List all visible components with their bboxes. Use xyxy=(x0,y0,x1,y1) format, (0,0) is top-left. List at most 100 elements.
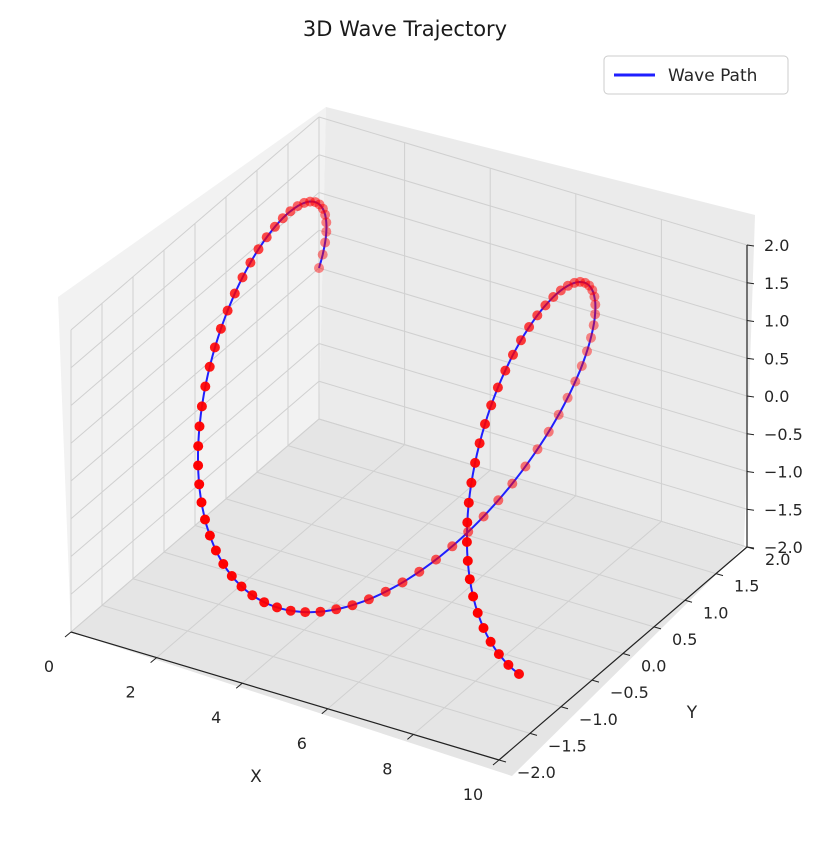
tick-labels: 0246810−2.0−1.5−1.0−0.50.00.51.01.52.0−2… xyxy=(44,236,803,804)
data-point xyxy=(245,257,256,268)
wave-path-line xyxy=(197,200,597,675)
grid-line xyxy=(132,578,562,708)
z-tick-label: −0.5 xyxy=(764,425,803,444)
data-point xyxy=(480,419,490,429)
data-point xyxy=(462,555,473,566)
data-point xyxy=(500,365,511,376)
data-point xyxy=(292,201,303,212)
y-tick xyxy=(560,706,569,710)
z-tick xyxy=(746,244,755,247)
data-point xyxy=(492,382,503,393)
data-point xyxy=(193,460,204,471)
pane-left xyxy=(58,107,326,632)
data-point xyxy=(588,320,599,331)
data-point xyxy=(463,497,474,508)
data-point xyxy=(520,461,531,472)
grid-line xyxy=(287,445,717,575)
data-point xyxy=(447,541,458,552)
y-tick xyxy=(684,599,693,603)
z-tick-label: 1.5 xyxy=(764,274,789,293)
data-point xyxy=(196,401,207,412)
z-tick xyxy=(746,395,755,398)
data-point xyxy=(590,299,601,310)
y-tick xyxy=(622,653,631,656)
data-point xyxy=(204,361,215,372)
z-tick-label: 2.0 xyxy=(764,236,789,255)
z-tick-label: 1.0 xyxy=(764,312,789,331)
data-point xyxy=(314,263,324,273)
grid-line xyxy=(318,267,748,397)
data-point xyxy=(331,604,342,615)
data-point xyxy=(503,659,514,670)
x-tick-label: 6 xyxy=(297,734,307,753)
data-series xyxy=(193,196,601,679)
data-point xyxy=(321,217,332,228)
z-tick xyxy=(746,357,755,360)
grid-line xyxy=(318,380,748,510)
z-tick xyxy=(746,471,755,473)
data-point xyxy=(269,221,280,232)
data-point xyxy=(253,244,264,255)
data-point xyxy=(285,605,296,616)
data-point xyxy=(586,332,596,343)
data-point xyxy=(229,288,240,299)
data-point xyxy=(514,669,524,679)
data-point xyxy=(562,392,573,403)
data-point xyxy=(315,606,326,617)
z-tick-label: −1.5 xyxy=(764,500,803,519)
x-axis-label: X xyxy=(250,767,262,787)
data-point xyxy=(548,292,559,302)
y-tick xyxy=(653,626,662,630)
data-point xyxy=(236,581,247,592)
y-tick-label: 0.0 xyxy=(641,657,666,676)
y-axis-label: Y xyxy=(686,703,698,723)
data-point xyxy=(320,237,331,248)
data-point xyxy=(380,586,391,597)
pane-floor xyxy=(71,419,744,776)
y-tick xyxy=(715,573,724,577)
x-tick xyxy=(492,759,500,766)
data-point xyxy=(493,495,504,506)
y-tick-label: 1.5 xyxy=(734,577,759,596)
data-point xyxy=(462,517,473,528)
data-point xyxy=(543,426,554,437)
y-tick-label: −0.5 xyxy=(610,683,649,702)
z-tick-label: −2.0 xyxy=(764,538,803,557)
data-point xyxy=(193,441,204,452)
data-point xyxy=(247,590,258,601)
x-tick-label: 8 xyxy=(382,759,392,778)
data-point xyxy=(463,526,474,537)
data-point xyxy=(363,594,374,605)
data-point xyxy=(194,421,205,432)
data-point xyxy=(204,530,215,541)
data-point xyxy=(486,400,497,411)
grid-lines xyxy=(70,116,748,761)
grid-line xyxy=(70,229,320,444)
y-tick xyxy=(529,732,538,736)
data-point xyxy=(200,514,210,525)
data-point xyxy=(317,249,328,260)
chart-title: 3D Wave Trajectory xyxy=(303,17,507,41)
legend-entry-wave-path: Wave Path xyxy=(668,66,757,86)
data-point xyxy=(261,232,272,243)
data-point xyxy=(300,607,311,618)
data-point xyxy=(397,577,408,588)
grid-line xyxy=(70,116,320,331)
data-point xyxy=(466,477,477,488)
data-point xyxy=(553,409,564,420)
data-point xyxy=(493,649,504,660)
data-point xyxy=(285,206,296,217)
data-point xyxy=(582,346,592,357)
y-tick-label: 1.0 xyxy=(703,603,728,622)
data-point xyxy=(226,571,237,581)
grid-line xyxy=(70,305,320,520)
grid-line xyxy=(318,229,748,359)
data-point xyxy=(272,602,282,613)
data-point xyxy=(532,310,543,321)
z-tick xyxy=(746,282,755,285)
grid-line xyxy=(70,380,320,595)
data-point xyxy=(196,497,207,508)
x-tick-label: 2 xyxy=(126,683,136,702)
data-point xyxy=(562,280,573,291)
z-tick xyxy=(746,546,755,549)
